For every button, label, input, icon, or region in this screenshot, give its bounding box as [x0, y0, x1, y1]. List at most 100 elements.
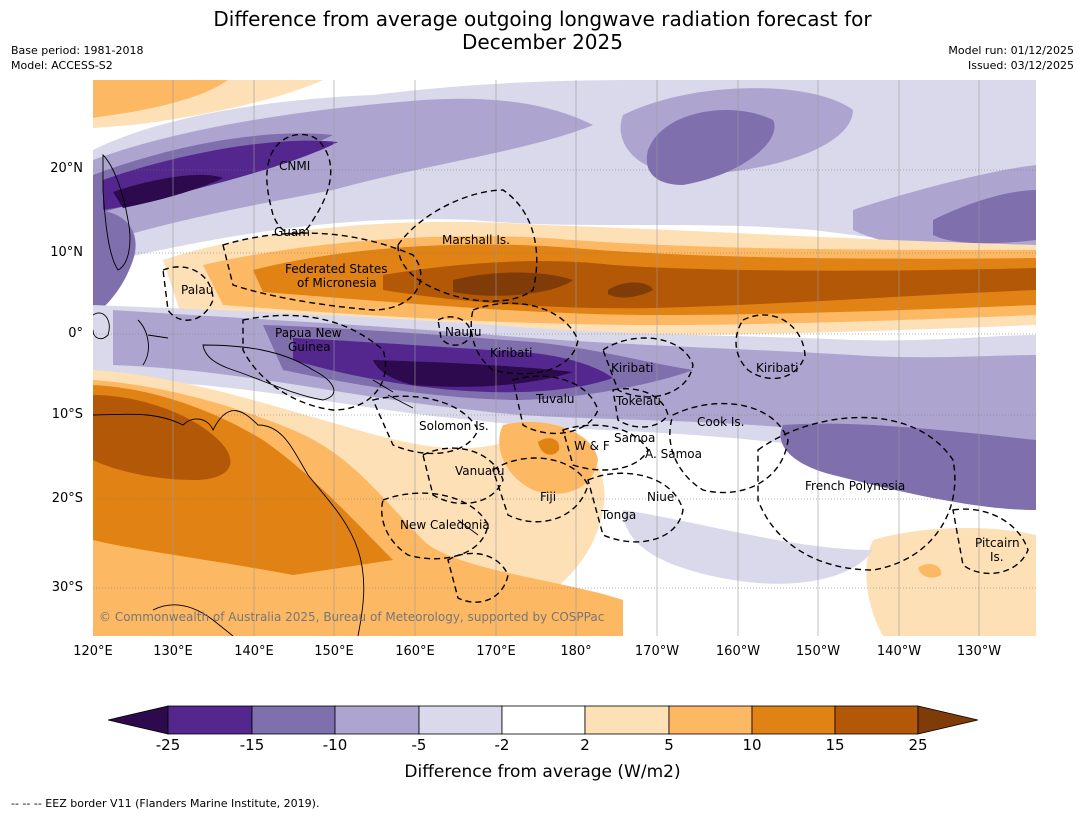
- label-kiribati-east: Kiribati: [756, 361, 798, 375]
- orange-band-core-small: [608, 282, 653, 298]
- cb-tick-2: 2: [580, 736, 590, 754]
- x-tick-130e: 130°E: [153, 644, 193, 659]
- x-tick-140e: 140°E: [234, 644, 274, 659]
- colorbar-bin-8: [751, 705, 836, 735]
- label-vanuatu: Vanuatu: [455, 464, 505, 478]
- purple-polynesia-band: [780, 423, 1036, 510]
- gridlines-lat: [93, 169, 1036, 589]
- coast-sulawesi: [137, 319, 169, 366]
- y-tick-20s: 20°S: [51, 491, 83, 506]
- y-tick-20n: 20°N: [50, 161, 83, 176]
- meta-right: Model run: 01/12/2025 Issued: 03/12/2025: [948, 43, 1074, 73]
- label-nauru: Nauru: [445, 325, 481, 339]
- label-kiribati-central: Kiribati: [611, 361, 653, 375]
- purple-blob-far-east: [933, 190, 1036, 244]
- y-tick-10n: 10°N: [50, 245, 83, 260]
- x-tick-150w: 150°W: [795, 644, 841, 659]
- label-guam: Guam: [274, 225, 310, 239]
- eez-pitcairn: [952, 508, 1029, 575]
- label-fsm-line2: of Micronesia: [297, 276, 377, 290]
- x-tick-150e: 150°E: [314, 644, 354, 659]
- x-tick-180: 180°: [560, 644, 592, 659]
- eez-tonga-niue: [587, 472, 684, 543]
- colorbar-bin-1: [167, 705, 253, 735]
- purple-south-bottom: [623, 510, 873, 584]
- coast-new-caledonia: [457, 519, 479, 536]
- label-png-line2: Guinea: [288, 340, 331, 354]
- eez-kiribati-central: [602, 337, 694, 398]
- eez-kiribati-west: [470, 302, 579, 375]
- colorbar-bin-2: [251, 705, 336, 735]
- x-tick-170e: 170°E: [476, 644, 516, 659]
- colorbar-bin-3: [334, 705, 420, 735]
- orange-se-patch: [866, 528, 1036, 636]
- label-pitcairn-line1: Pitcairn: [975, 536, 1020, 550]
- coast-australia: [93, 410, 365, 636]
- orange-fiji-patch: [499, 421, 598, 494]
- eez-png: [242, 314, 387, 411]
- label-cook: Cook Is.: [697, 415, 744, 429]
- colorbar-bin-9: [834, 705, 919, 735]
- orange-band-core: [453, 272, 573, 296]
- y-tick-10s: 10°S: [51, 407, 83, 422]
- orange-south-dark: [93, 395, 231, 480]
- label-asamoa: A. Samoa: [645, 447, 702, 461]
- cb-tick-25: 25: [908, 736, 928, 754]
- label-marshall: Marshall Is.: [442, 233, 510, 247]
- label-tuvalu: Tuvalu: [535, 392, 575, 406]
- colorbar-label: Difference from average (W/m2): [404, 762, 681, 782]
- cb-tick-m10: -10: [322, 736, 348, 754]
- light-orange-nw: [93, 80, 323, 128]
- label-pitcairn-line2: Is.: [990, 550, 1004, 564]
- chart-title: Difference from average outgoing longwav…: [0, 8, 1085, 54]
- label-french-polynesia: French Polynesia: [805, 479, 905, 493]
- colorbar-bin-4: [418, 705, 503, 735]
- colorbar-bin-5: [501, 705, 586, 735]
- label-new-caledonia: New Caledonia: [400, 518, 490, 532]
- colorbar-bin-7: [668, 705, 753, 735]
- title-line-1: Difference from average outgoing longwav…: [213, 7, 872, 31]
- issued-date: Issued: 03/12/2025: [967, 59, 1074, 72]
- cb-tick-15: 15: [825, 736, 845, 754]
- label-cnmi: CNMI: [279, 159, 310, 173]
- eez-nauru: [437, 316, 472, 346]
- coastlines: [93, 153, 479, 636]
- label-fiji: Fiji: [540, 490, 556, 504]
- eez-kiribati-east: [735, 314, 806, 380]
- eez-norfolk: [447, 552, 509, 603]
- coast-solomon: [372, 379, 414, 409]
- label-tokelau: Tokelau: [615, 394, 661, 408]
- colorbar-low-extend: [108, 705, 169, 735]
- eez-french-polynesia: [757, 416, 956, 571]
- x-tick-140w: 140°W: [876, 644, 922, 659]
- meta-left: Base period: 1981-2018 Model: ACCESS-S2: [11, 43, 143, 73]
- orange-patch-nw: [93, 80, 228, 118]
- eez-palau: [162, 266, 214, 321]
- purple-core-north: [113, 174, 223, 208]
- eez-tokelau: [612, 388, 669, 428]
- purple-band-north-mid: [93, 98, 593, 246]
- label-palau: Palau: [181, 283, 213, 297]
- eez-solomon: [372, 395, 479, 455]
- eez-wf-samoa: [562, 424, 649, 471]
- label-wf: W & F: [574, 439, 610, 453]
- cb-tick-5: 5: [664, 736, 674, 754]
- title-line-2: December 2025: [462, 30, 623, 54]
- orange-band-dark: [383, 261, 1036, 309]
- coast-new-guinea: [202, 344, 335, 401]
- orange-fiji-core: [538, 438, 560, 455]
- colorbar-bin-6: [584, 705, 670, 735]
- cb-tick-m25: -25: [155, 736, 181, 754]
- purple-equator-core: [373, 360, 573, 387]
- cb-tick-m15: -15: [239, 736, 265, 754]
- y-tick-30s: 30°S: [51, 580, 83, 595]
- label-fsm-line1: Federated States: [285, 262, 387, 276]
- y-tick-0: 0°: [68, 326, 83, 341]
- purple-blob-east: [646, 110, 775, 185]
- cb-tick-m2: -2: [494, 736, 510, 754]
- colorbar: [108, 705, 978, 735]
- cb-tick-10: 10: [742, 736, 762, 754]
- eez-marshall: [397, 189, 538, 302]
- gridlines: [172, 80, 980, 636]
- eez-fsm: [222, 232, 422, 311]
